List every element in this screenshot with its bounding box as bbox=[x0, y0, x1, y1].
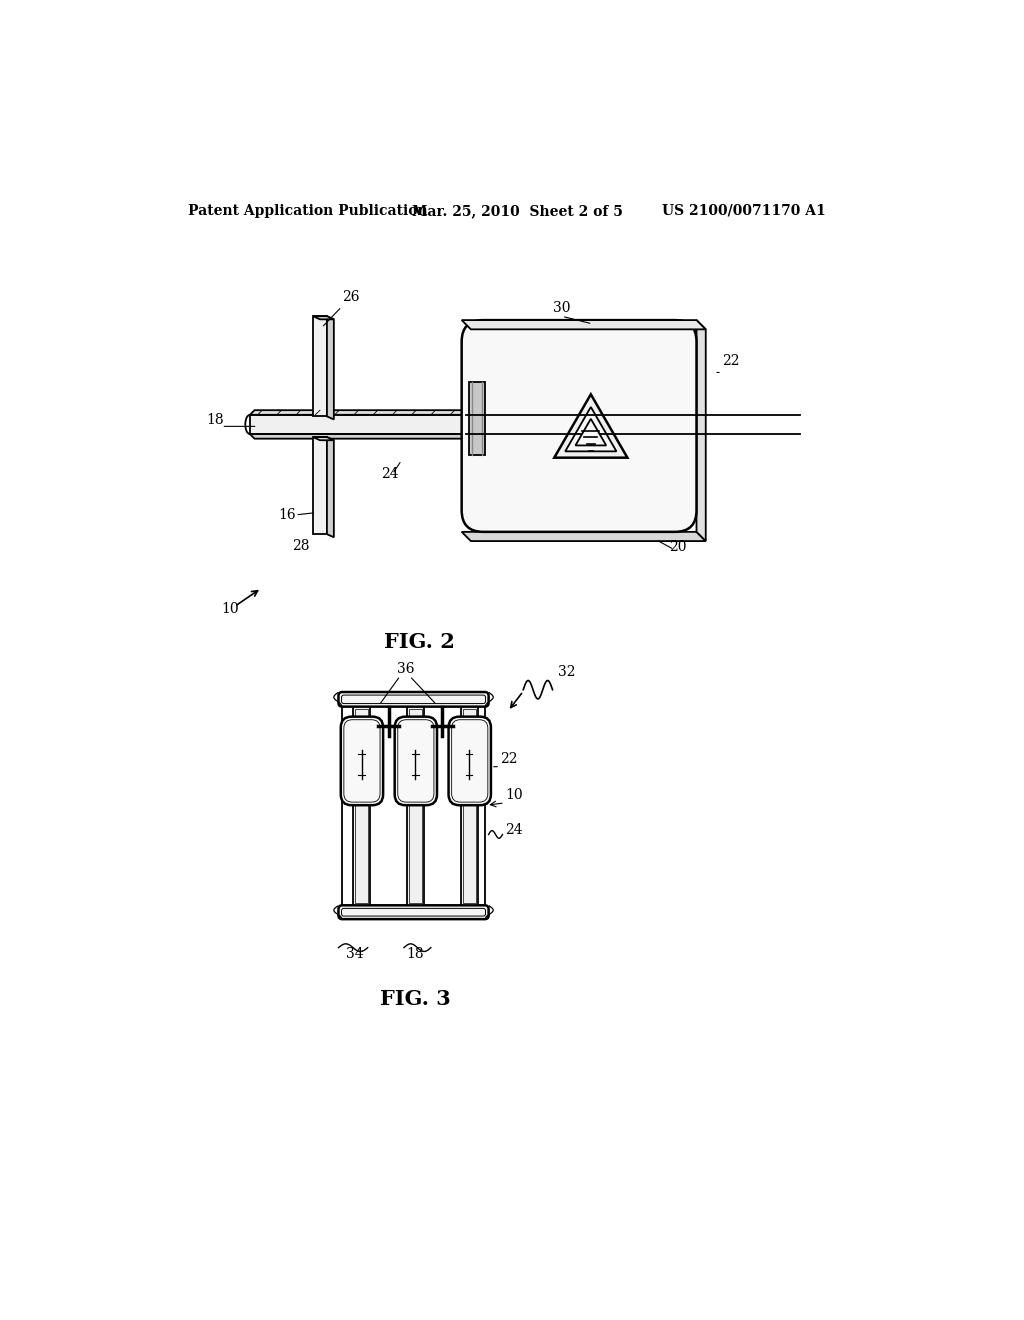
FancyBboxPatch shape bbox=[449, 717, 490, 805]
FancyBboxPatch shape bbox=[462, 321, 696, 532]
Text: Mar. 25, 2010  Sheet 2 of 5: Mar. 25, 2010 Sheet 2 of 5 bbox=[412, 203, 623, 218]
Polygon shape bbox=[250, 434, 470, 438]
Text: 10: 10 bbox=[221, 602, 239, 615]
Polygon shape bbox=[327, 437, 334, 537]
Bar bbox=[353, 706, 370, 906]
Text: 20: 20 bbox=[670, 540, 687, 554]
Text: 24: 24 bbox=[381, 467, 398, 480]
Polygon shape bbox=[313, 437, 334, 441]
Text: 28: 28 bbox=[292, 539, 309, 553]
Text: 24: 24 bbox=[506, 824, 523, 837]
Text: US 2100/0071170 A1: US 2100/0071170 A1 bbox=[662, 203, 825, 218]
Polygon shape bbox=[327, 317, 334, 420]
Polygon shape bbox=[250, 414, 466, 434]
Bar bbox=[463, 709, 475, 903]
Polygon shape bbox=[250, 411, 470, 414]
Polygon shape bbox=[462, 532, 706, 541]
Bar bbox=[469, 381, 484, 455]
Text: FIG. 2: FIG. 2 bbox=[384, 632, 455, 652]
FancyBboxPatch shape bbox=[394, 717, 437, 805]
Polygon shape bbox=[462, 321, 706, 330]
Bar bbox=[407, 706, 424, 906]
Text: 36: 36 bbox=[396, 661, 414, 676]
Polygon shape bbox=[313, 317, 334, 319]
Polygon shape bbox=[313, 317, 327, 416]
Text: 22: 22 bbox=[500, 752, 518, 766]
FancyBboxPatch shape bbox=[339, 906, 488, 919]
Bar bbox=[461, 706, 478, 906]
Polygon shape bbox=[696, 321, 706, 541]
Bar bbox=[410, 709, 422, 903]
Text: 18: 18 bbox=[407, 946, 424, 961]
Polygon shape bbox=[565, 407, 616, 451]
Bar bbox=[355, 709, 368, 903]
Polygon shape bbox=[575, 418, 606, 445]
Text: 18: 18 bbox=[206, 413, 223, 428]
Polygon shape bbox=[313, 437, 327, 535]
Text: 22: 22 bbox=[722, 354, 739, 368]
FancyBboxPatch shape bbox=[341, 717, 383, 805]
Text: Patent Application Publication: Patent Application Publication bbox=[188, 203, 428, 218]
Polygon shape bbox=[554, 395, 628, 458]
Text: FIG. 3: FIG. 3 bbox=[380, 989, 451, 1010]
FancyBboxPatch shape bbox=[339, 692, 488, 706]
Text: 16: 16 bbox=[279, 508, 296, 521]
Text: 34: 34 bbox=[346, 946, 364, 961]
Text: 26: 26 bbox=[324, 290, 359, 326]
Text: 32: 32 bbox=[558, 665, 575, 678]
Text: 10: 10 bbox=[506, 788, 523, 803]
Text: 30: 30 bbox=[553, 301, 570, 315]
